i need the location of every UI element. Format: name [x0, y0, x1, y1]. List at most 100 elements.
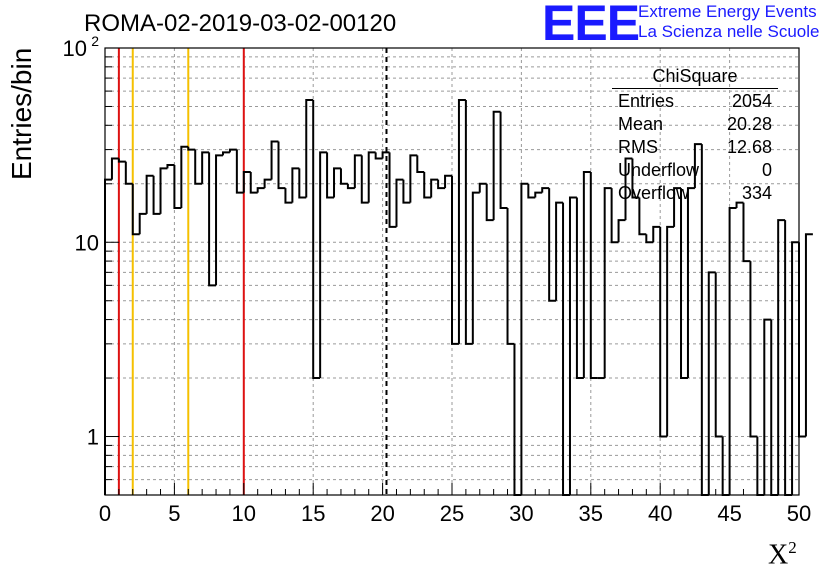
histogram-bin	[256, 187, 265, 193]
histogram-bin	[582, 170, 591, 379]
histogram-bin	[249, 171, 258, 194]
histogram-bin	[173, 164, 182, 210]
logo-line-1: Extreme Energy Events	[638, 2, 817, 21]
histogram-bin	[117, 158, 126, 163]
x-tick-label: 50	[787, 501, 811, 526]
x-tick-label: 25	[440, 501, 464, 526]
histogram-bin	[152, 175, 161, 215]
histogram-bin	[798, 242, 806, 438]
histogram-bin	[770, 319, 779, 496]
histogram-bin	[520, 182, 529, 495]
histogram-bin	[686, 187, 695, 379]
histogram-bin	[714, 272, 723, 438]
histogram-bin	[388, 152, 397, 228]
x-tick-label: 20	[370, 501, 394, 526]
x-tick-label: 15	[301, 501, 325, 526]
histogram-bin	[333, 167, 341, 198]
histogram-bin	[506, 208, 515, 345]
histogram-bin	[804, 233, 813, 437]
histogram-bin	[735, 201, 744, 209]
histogram-bin	[131, 183, 140, 236]
histogram-bin	[235, 149, 244, 194]
x-tick-label: 40	[648, 501, 672, 526]
histogram-bin	[395, 178, 404, 227]
histogram-bin	[201, 151, 210, 184]
histogram-bin	[104, 178, 112, 495]
histogram-bin	[749, 261, 758, 438]
histogram-bin	[374, 152, 383, 160]
histogram-bin	[437, 179, 446, 190]
histogram-bin	[187, 146, 196, 151]
histogram-bin	[346, 183, 355, 190]
logo-line-2: La Scienza nelle Scuole	[638, 22, 820, 41]
stats-title: ChiSquare	[612, 66, 778, 89]
stats-row-mean: Mean 20.28	[618, 114, 772, 134]
y-tick-label-exponent: 2	[91, 33, 99, 49]
histogram-bin	[305, 98, 314, 198]
histogram-bin	[568, 196, 577, 495]
histogram-bin	[527, 183, 536, 199]
histogram-bin	[124, 161, 133, 185]
histogram-bin	[485, 183, 494, 222]
histogram-bin	[680, 188, 688, 380]
histogram-bin	[499, 111, 508, 210]
histogram-bin	[110, 157, 119, 180]
histogram-bin	[277, 141, 286, 190]
histogram-bin	[478, 182, 487, 193]
histogram-bin	[423, 171, 432, 199]
histogram-bin	[451, 175, 459, 345]
histogram-bin	[416, 155, 425, 173]
histogram-bin	[409, 154, 418, 203]
x-tick-label: 30	[509, 501, 533, 526]
histogram-bin	[312, 99, 321, 380]
x-tick-label: 35	[579, 501, 603, 526]
y-axis-label: Entries/bin	[6, 47, 37, 180]
histogram-bin	[645, 234, 654, 244]
histogram-bin	[471, 191, 480, 344]
histogram-bin	[138, 212, 147, 235]
histogram-bin	[353, 154, 362, 189]
histogram-bin	[603, 187, 612, 379]
histogram-bin	[541, 187, 550, 193]
eee-logo: EEE	[542, 0, 640, 51]
histogram-bin	[610, 188, 619, 244]
histogram-bin	[402, 179, 411, 204]
histogram-bin	[298, 168, 307, 199]
histogram-bin	[659, 226, 668, 438]
histogram-bin	[513, 343, 522, 496]
histogram-bin	[464, 99, 473, 345]
histogram-bin	[319, 151, 328, 379]
histogram-bin	[145, 174, 154, 214]
histogram-bin	[242, 170, 251, 193]
histogram-bin	[430, 178, 439, 198]
histogram-bin	[624, 157, 633, 221]
histogram-bin	[263, 178, 272, 189]
histogram-bin	[367, 151, 376, 203]
histogram-bin	[360, 155, 369, 204]
histogram-bin	[631, 158, 640, 199]
histogram-bin	[194, 149, 203, 185]
histogram-bin	[221, 151, 230, 156]
histogram-bin	[707, 271, 716, 495]
reference-lines	[117, 48, 388, 495]
histogram-bin	[791, 241, 799, 495]
histogram-bin	[638, 197, 647, 236]
histogram-bin	[777, 219, 786, 495]
histogram-bin	[575, 197, 584, 380]
stats-row-entries: Entries 2054	[618, 91, 772, 111]
histogram-bin	[562, 202, 570, 496]
histogram-bin	[589, 171, 598, 380]
histogram-bin	[215, 154, 223, 286]
chart-title: ROMA-02-2019-03-02-00120	[84, 10, 397, 37]
histogram-bin	[555, 201, 564, 301]
x-tick-label: 10	[232, 501, 256, 526]
histogram-bin	[208, 152, 217, 287]
histogram-bin	[166, 163, 175, 169]
histogram-bin	[652, 225, 661, 243]
histogram-bin	[159, 167, 168, 214]
x-tick-label: 0	[99, 501, 111, 526]
stats-row-underflow: Underflow 0	[618, 160, 772, 180]
histogram-bin	[673, 187, 682, 227]
histogram-bin	[728, 207, 737, 495]
